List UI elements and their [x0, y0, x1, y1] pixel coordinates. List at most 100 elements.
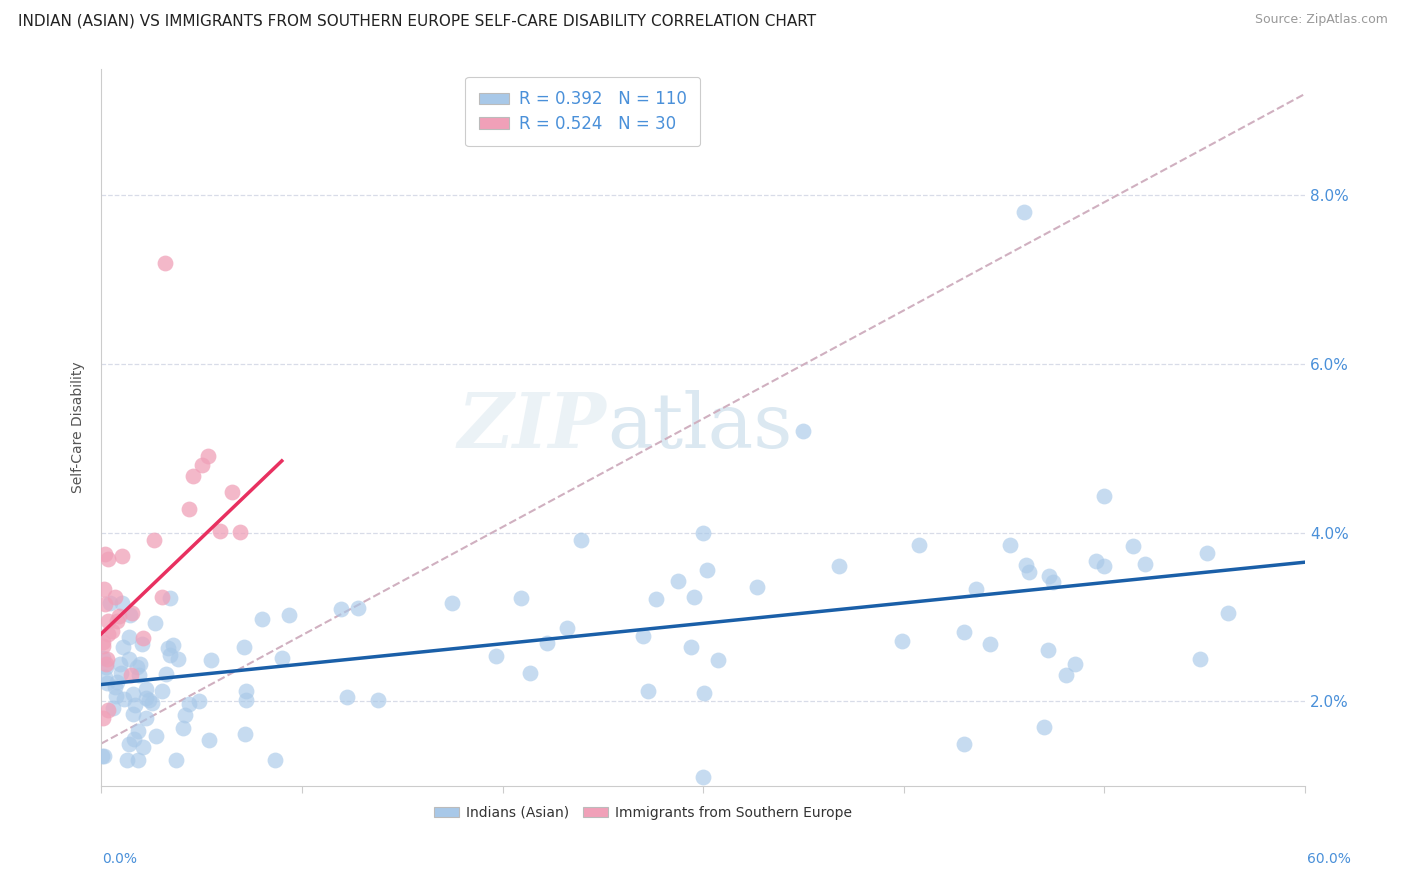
Point	[94, 547, 117, 561]
Text: ZIP: ZIP	[458, 390, 607, 464]
Point	[232, 640, 254, 654]
Point	[166, 652, 188, 666]
Point	[197, 449, 219, 463]
Point	[1018, 566, 1040, 580]
Point	[131, 637, 153, 651]
Text: Source: ZipAtlas.com: Source: ZipAtlas.com	[1254, 13, 1388, 27]
Point	[1195, 546, 1218, 560]
Point	[132, 740, 155, 755]
Point	[112, 692, 135, 706]
Point	[200, 653, 222, 667]
Point	[1094, 559, 1116, 574]
Point	[91, 711, 114, 725]
Point	[94, 597, 117, 611]
Point	[198, 733, 221, 747]
Point	[707, 652, 730, 666]
Point	[190, 458, 212, 472]
Point	[235, 684, 257, 698]
Point	[693, 686, 716, 700]
Point	[159, 648, 181, 662]
Point	[101, 624, 124, 638]
Point	[696, 563, 718, 577]
Point	[692, 525, 714, 540]
Point	[94, 670, 117, 684]
Point	[1216, 606, 1239, 620]
Point	[94, 657, 117, 672]
Point	[155, 255, 177, 269]
Point	[1038, 568, 1060, 582]
Point	[745, 580, 768, 594]
Point	[681, 640, 703, 654]
Point	[103, 701, 125, 715]
Point	[127, 754, 149, 768]
Point	[792, 425, 814, 439]
Point	[104, 590, 127, 604]
Point	[569, 533, 592, 547]
Point	[1063, 657, 1085, 671]
Point	[127, 660, 149, 674]
Legend: Indians (Asian), Immigrants from Southern Europe: Indians (Asian), Immigrants from Souther…	[429, 800, 858, 825]
Point	[1189, 652, 1212, 666]
Point	[138, 692, 160, 706]
Point	[172, 722, 194, 736]
Point	[121, 606, 143, 620]
Point	[91, 639, 114, 653]
Point	[135, 711, 157, 725]
Point	[828, 558, 851, 573]
Point	[270, 650, 292, 665]
Point	[1038, 642, 1060, 657]
Text: 0.0%: 0.0%	[103, 852, 136, 866]
Point	[105, 615, 128, 629]
Point	[252, 612, 274, 626]
Point	[165, 753, 187, 767]
Point	[131, 631, 153, 645]
Point	[1085, 554, 1108, 568]
Point	[953, 624, 976, 639]
Point	[98, 595, 121, 609]
Point	[108, 608, 131, 623]
Point	[122, 707, 145, 722]
Point	[141, 697, 163, 711]
Point	[1092, 489, 1115, 503]
Point	[122, 731, 145, 746]
Point	[1122, 539, 1144, 553]
Point	[692, 770, 714, 784]
Text: atlas: atlas	[607, 390, 792, 464]
Point	[235, 693, 257, 707]
Point	[128, 667, 150, 681]
Point	[110, 665, 132, 680]
Point	[104, 680, 127, 694]
Point	[93, 634, 115, 648]
Point	[111, 596, 134, 610]
Point	[1133, 558, 1156, 572]
Point	[96, 676, 118, 690]
Point	[637, 684, 659, 698]
Point	[156, 641, 179, 656]
Point	[209, 524, 232, 538]
Point	[979, 637, 1001, 651]
Point	[91, 748, 114, 763]
Point	[965, 582, 987, 596]
Point	[143, 615, 166, 630]
Point	[1042, 575, 1064, 590]
Point	[124, 698, 146, 712]
Point	[510, 591, 533, 605]
Point	[93, 582, 115, 596]
Point	[485, 649, 508, 664]
Point	[155, 666, 177, 681]
Point	[105, 674, 128, 689]
Point	[97, 627, 120, 641]
Point	[536, 636, 558, 650]
Point	[666, 574, 689, 589]
Point	[117, 754, 139, 768]
Point	[135, 691, 157, 706]
Point	[519, 666, 541, 681]
Point	[117, 630, 139, 644]
Point	[96, 652, 118, 666]
Point	[91, 651, 114, 665]
Point	[135, 681, 157, 696]
Point	[336, 690, 359, 705]
Point	[645, 591, 668, 606]
Y-axis label: Self-Care Disability: Self-Care Disability	[72, 361, 86, 493]
Point	[145, 729, 167, 743]
